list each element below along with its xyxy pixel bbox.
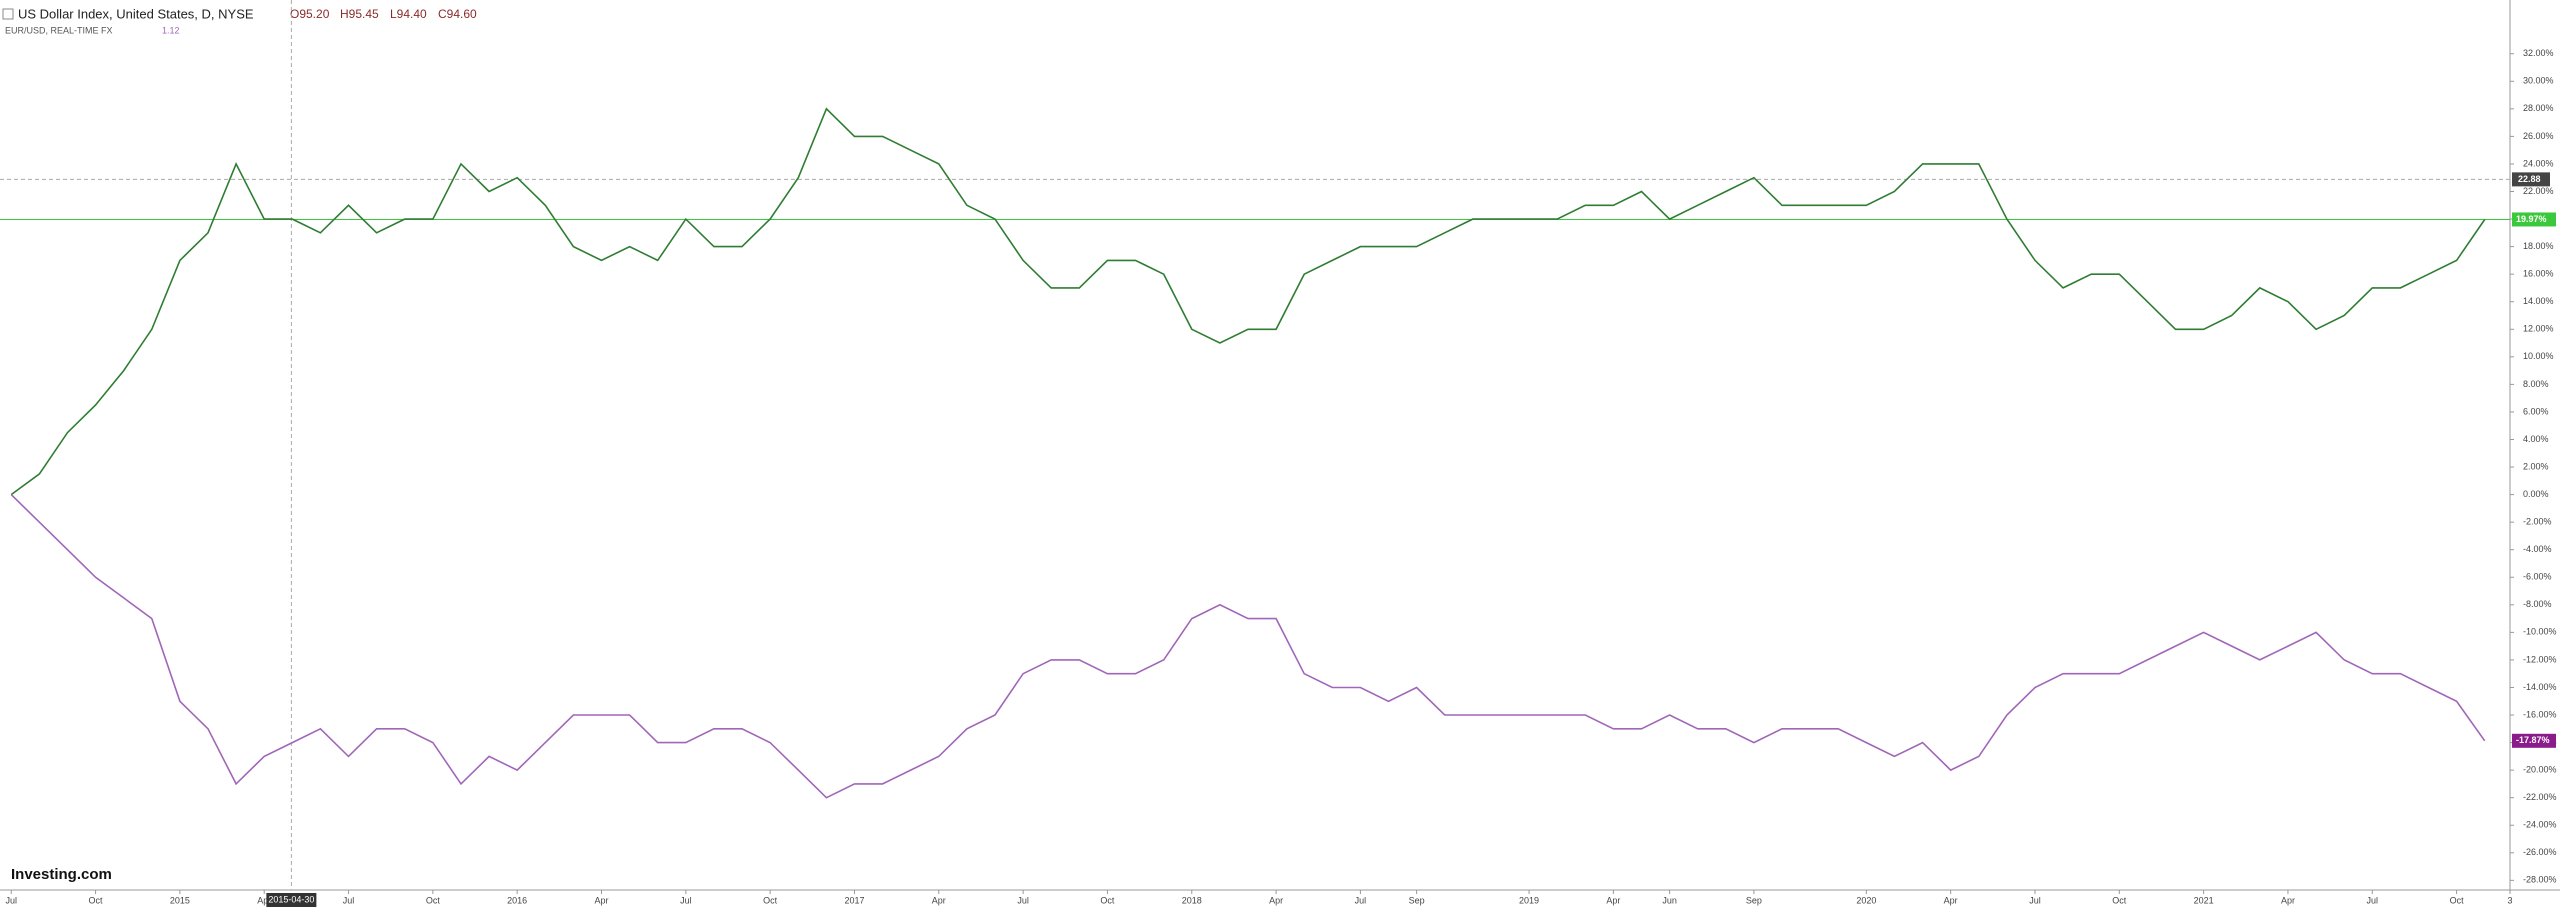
high-label: H95.45: [340, 7, 379, 21]
crosshair-y-box: [2512, 172, 2550, 187]
x-tick-label: Jul: [1017, 895, 1029, 905]
x-tick-label: Oct: [1100, 895, 1115, 905]
last-value-box: [2512, 733, 2556, 748]
x-tick-label: 2018: [1182, 895, 1202, 905]
y-tick-label: 32.00%: [2523, 48, 2554, 58]
y-tick-label: 26.00%: [2523, 131, 2554, 141]
x-tick-label: Oct: [89, 895, 104, 905]
close-label: C94.60: [438, 7, 477, 21]
y-tick-label: -22.00%: [2523, 792, 2557, 802]
x-tick-label: Oct: [426, 895, 441, 905]
crosshair-x-label: 2015-04-30: [268, 894, 314, 904]
y-tick-label: 16.00%: [2523, 269, 2554, 279]
y-tick-label: -2.00%: [2523, 517, 2552, 527]
x-tick-label: 2021: [2194, 895, 2214, 905]
y-tick-label: -6.00%: [2523, 572, 2552, 582]
x-tick-label: Jul: [2367, 895, 2379, 905]
y-tick-label: -12.00%: [2523, 654, 2557, 664]
x-tick-label: Oct: [763, 895, 778, 905]
y-tick-label: -16.00%: [2523, 709, 2557, 719]
low-label: L94.40: [390, 7, 427, 21]
x-tick-label: Jun: [1662, 895, 1677, 905]
compare-title: EUR/USD, REAL-TIME FX: [5, 25, 113, 35]
y-tick-label: 28.00%: [2523, 103, 2554, 113]
series-line: [10, 494, 2486, 799]
x-tick-label: Apr: [1269, 895, 1283, 905]
y-tick-label: -20.00%: [2523, 765, 2557, 775]
x-tick-label: 2020: [1856, 895, 1876, 905]
collapse-icon[interactable]: [2, 8, 14, 20]
series-line: [10, 107, 2486, 496]
x-tick-label: Jul: [343, 895, 355, 905]
x-tick-label: Apr: [1944, 895, 1958, 905]
last-value-label: -17.87%: [2516, 735, 2550, 745]
y-tick-label: -26.00%: [2523, 847, 2557, 857]
y-tick-label: -28.00%: [2523, 875, 2557, 885]
y-tick-label: 24.00%: [2523, 158, 2554, 168]
x-tick-label: Apr: [594, 895, 608, 905]
x-tick-label: 2016: [507, 895, 527, 905]
open-label: O95.20: [290, 7, 330, 21]
y-tick-label: 0.00%: [2523, 489, 2549, 499]
x-tick-label: 3: [2507, 895, 2512, 905]
x-tick-label: Apr: [932, 895, 946, 905]
x-tick-label: Oct: [2450, 895, 2465, 905]
compare-value: 1.12: [162, 25, 180, 35]
y-tick-label: 22.00%: [2523, 186, 2554, 196]
crosshair-y-label: 22.88: [2518, 174, 2541, 184]
y-tick-label: 30.00%: [2523, 76, 2554, 86]
x-tick-label: Jul: [680, 895, 692, 905]
x-tick-label: Sep: [1409, 895, 1425, 905]
y-tick-label: 14.00%: [2523, 296, 2554, 306]
x-tick-label: Jul: [2029, 895, 2041, 905]
y-tick-label: 8.00%: [2523, 379, 2549, 389]
x-tick-label: 2015: [170, 895, 190, 905]
last-value-box: [2512, 212, 2556, 227]
y-tick-label: 10.00%: [2523, 351, 2554, 361]
x-tick-label: Oct: [2112, 895, 2127, 905]
y-tick-label: -8.00%: [2523, 599, 2552, 609]
x-tick-label: 2019: [1519, 895, 1539, 905]
y-tick-label: 4.00%: [2523, 434, 2549, 444]
y-tick-label: 18.00%: [2523, 241, 2554, 251]
last-value-label: 19.97%: [2516, 214, 2547, 224]
y-tick-label: -4.00%: [2523, 544, 2552, 554]
y-tick-label: -10.00%: [2523, 627, 2557, 637]
x-tick-label: Apr: [1606, 895, 1620, 905]
logo: Investing.com: [11, 866, 112, 883]
y-tick-label: -14.00%: [2523, 682, 2557, 692]
x-tick-label: Sep: [1746, 895, 1762, 905]
y-tick-label: 6.00%: [2523, 406, 2549, 416]
x-tick-label: Apr: [2281, 895, 2295, 905]
y-tick-label: -24.00%: [2523, 820, 2557, 830]
x-tick-label: Apr: [257, 895, 271, 905]
series-title: US Dollar Index, United States, D, NYSE: [18, 6, 254, 21]
x-tick-label: Jul: [1355, 895, 1367, 905]
y-tick-label: 12.00%: [2523, 324, 2554, 334]
x-tick-label: 2017: [844, 895, 864, 905]
x-tick-label: Jul: [5, 895, 17, 905]
crosshair-x-box: [266, 893, 317, 907]
y-tick-label: 2.00%: [2523, 461, 2549, 471]
